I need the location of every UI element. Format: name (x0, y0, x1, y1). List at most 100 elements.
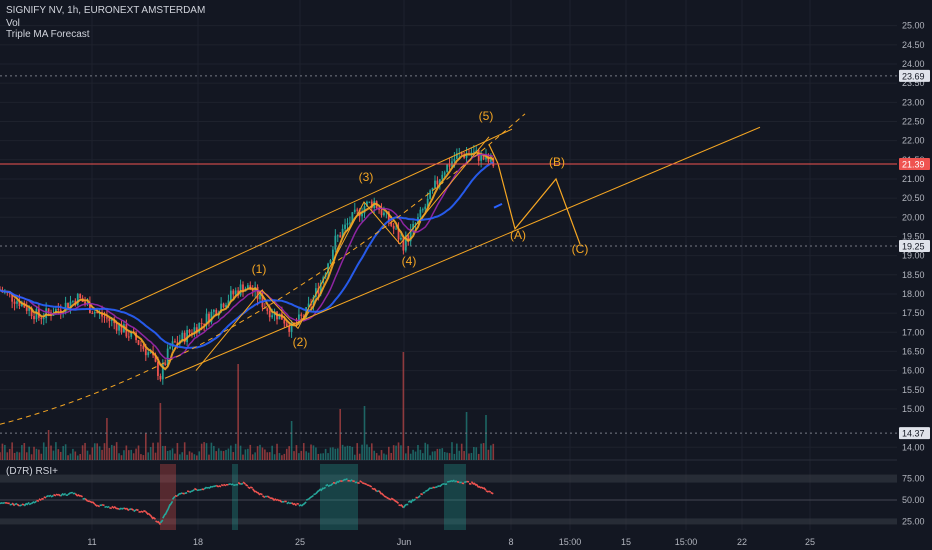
rsi-segment (67, 492, 71, 496)
rsi-segment (223, 483, 227, 487)
volume-bar (446, 452, 448, 460)
volume-bar (162, 445, 164, 460)
volume-bar (35, 448, 38, 460)
volume-bar (470, 452, 473, 460)
candle-body (208, 313, 210, 323)
candle-body (93, 312, 96, 314)
volume-bar (322, 453, 324, 460)
candle-body (268, 310, 271, 318)
volume-bar (55, 442, 57, 460)
rsi-segment (390, 497, 395, 501)
rsi-segment (327, 484, 331, 488)
candle-body (356, 209, 359, 211)
rsi-segment (53, 493, 57, 497)
volume-bar (407, 445, 410, 460)
candle-body (212, 309, 215, 312)
volume-bar (127, 450, 130, 460)
volume-bar (115, 442, 118, 460)
candle-body (142, 345, 145, 349)
rsi-segment (473, 482, 477, 486)
rsi-segment (208, 485, 212, 490)
volume-bar (349, 445, 351, 460)
volume-bar (21, 445, 23, 460)
volume-bar (431, 451, 434, 460)
candle-body (246, 285, 249, 289)
candle-body (149, 352, 152, 354)
volume-bar (130, 449, 133, 460)
volume-bar (18, 452, 21, 460)
candle-body (290, 322, 293, 332)
rsi-segment (28, 502, 32, 506)
volume-bar (441, 448, 444, 460)
candle-body (234, 290, 237, 295)
rsi-segment (308, 496, 312, 500)
rsi-segment (145, 511, 149, 516)
volume-bar (385, 454, 388, 460)
candle-body (470, 152, 473, 154)
wave-label-1: (1) (252, 262, 267, 276)
rsi-segment (0, 502, 3, 505)
rsi-highlight (160, 464, 176, 530)
rsi-segment (218, 485, 222, 488)
candle-body (210, 311, 213, 323)
candle-body (232, 290, 235, 295)
channel-upper (119, 128, 513, 310)
rsi-segment (140, 510, 144, 514)
volume-bar (392, 445, 395, 460)
volume-bar (463, 451, 465, 460)
volume-bar (307, 452, 310, 460)
volume-bar (251, 454, 254, 460)
candle-body (225, 304, 227, 308)
volume-bar (145, 433, 147, 460)
candle-body (140, 344, 142, 346)
rsi-segment (334, 480, 339, 485)
wave-correction (488, 144, 581, 245)
candle-body (266, 308, 269, 311)
volume-bar (47, 430, 50, 460)
rsi-segment (111, 505, 115, 509)
rsi-segment (427, 487, 431, 492)
rsi-segment (21, 503, 25, 506)
volume-bar (244, 449, 247, 460)
volume-bar (400, 445, 402, 460)
rsi-segment (128, 508, 132, 511)
volume-bar (4, 444, 6, 460)
volume-bar (198, 451, 201, 460)
wave-label-B: (B) (549, 155, 565, 169)
price-axis[interactable]: 25.0024.5024.0023.5023.0022.5022.0021.50… (897, 0, 932, 550)
volume-bar (358, 453, 361, 460)
rsi-segment (291, 502, 295, 506)
rsi-segment (313, 492, 317, 496)
volume-bar (305, 451, 307, 460)
rsi-highlight (320, 464, 358, 530)
indicator-legend: Triple MA Forecast (6, 29, 90, 40)
time-axis[interactable]: 11 18 25 Jun 8 15:00 15 15:00 22 25 (87, 537, 815, 547)
volume-bar (28, 446, 30, 460)
volume-bar (30, 454, 33, 460)
volume-bar (123, 450, 125, 460)
candle-body (166, 348, 169, 365)
rsi-segment (490, 491, 494, 495)
rsi-segment (293, 502, 298, 507)
volume-bar (409, 453, 412, 460)
volume-bar (451, 442, 453, 460)
rsi-segment (157, 520, 162, 526)
volume-bar (266, 452, 269, 460)
volume-bar (368, 447, 371, 460)
volume-bar (339, 409, 341, 460)
candle-body (101, 312, 103, 317)
price-tick-label: 21.00 (902, 174, 925, 184)
rsi-segment (385, 496, 390, 500)
candle-body (315, 288, 317, 297)
rsi-panel (0, 464, 897, 530)
rsi-segment (315, 490, 319, 495)
volume-bar (149, 447, 152, 460)
rsi-segment (368, 484, 373, 488)
projection-curve (0, 113, 526, 425)
volume-bar (108, 448, 111, 460)
volume-bar (208, 454, 210, 460)
volume-bar (344, 446, 346, 460)
rsi-segment (371, 487, 375, 490)
rsi-segment (48, 494, 52, 498)
